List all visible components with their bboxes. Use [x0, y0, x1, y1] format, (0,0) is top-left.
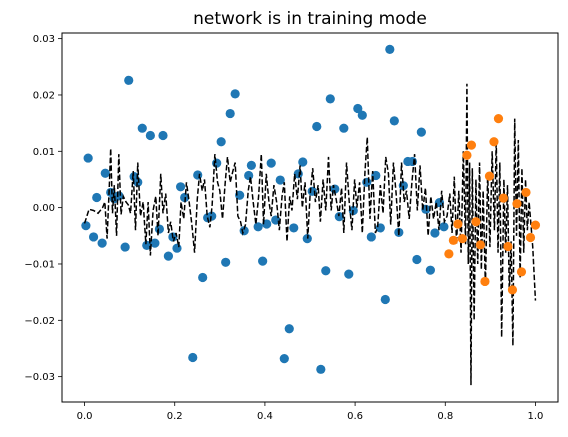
scatter-point-s0-5 — [100, 168, 110, 178]
scatter-point-s0-67 — [385, 44, 395, 54]
scatter-point-s0-45 — [284, 324, 294, 334]
y-tick-label-0: −0.03 — [24, 372, 55, 383]
scatter-point-s0-77 — [430, 228, 440, 238]
scatter-point-s1-4 — [462, 150, 472, 160]
scatter-point-s0-79 — [439, 222, 449, 232]
scatter-point-s0-56 — [334, 212, 344, 222]
scatter-point-s1-2 — [453, 219, 463, 229]
x-axis: 0.0 0.2 0.4 0.6 0.8 1.0 — [77, 402, 544, 422]
y-tick-label-5: 0.02 — [33, 90, 55, 101]
scatter-point-s1-19 — [530, 220, 541, 230]
scatter-point-s0-4 — [97, 238, 107, 248]
scatter-point-s1-10 — [489, 137, 499, 147]
scatter-point-s0-18 — [158, 130, 168, 141]
scatter-point-s0-16 — [150, 238, 160, 248]
scatter-point-s0-58 — [344, 269, 354, 279]
scatter-point-s1-9 — [484, 171, 495, 181]
scatter-point-s0-44 — [279, 354, 289, 364]
scatter-point-s0-62 — [362, 177, 372, 187]
scatter-point-s0-17 — [154, 224, 164, 234]
scatter-point-s0-66 — [380, 294, 390, 305]
scatter-point-s0-76 — [425, 265, 435, 275]
scatter-point-s0-1 — [83, 153, 93, 163]
scatter-point-s0-74 — [416, 127, 426, 137]
scatter-point-s0-63 — [366, 232, 376, 242]
scatter-point-s0-48 — [298, 157, 308, 167]
scatter-point-s0-26 — [198, 272, 208, 283]
scatter-point-s0-53 — [321, 266, 331, 276]
scatter-point-s1-7 — [475, 240, 486, 250]
scatter-point-s0-41 — [266, 158, 276, 168]
x-tick-label-4: 0.8 — [437, 411, 453, 422]
y-tick-label-3: 0.00 — [33, 203, 55, 214]
scatter-point-s1-12 — [498, 193, 509, 203]
scatter-point-s0-21 — [172, 243, 182, 253]
scatter-point-s0-39 — [258, 256, 268, 266]
scatter-point-s0-13 — [137, 123, 147, 133]
scatter-point-s1-18 — [525, 232, 536, 243]
scatter-point-s0-10 — [124, 75, 134, 85]
scatter-point-s1-0 — [444, 249, 454, 259]
scatter-point-s1-14 — [507, 285, 518, 295]
x-tick-label-0: 0.0 — [77, 411, 93, 422]
scatter-point-s1-17 — [521, 187, 531, 198]
y-axis: −0.03 −0.02 −0.01 0.00 0.01 0.02 0.03 — [24, 34, 62, 383]
scatter-point-s1-1 — [448, 235, 458, 245]
scatter-point-s0-37 — [246, 160, 256, 170]
scatter-point-s0-31 — [221, 257, 231, 267]
scatter-point-s0-30 — [216, 137, 226, 147]
scatter-point-s0-24 — [188, 352, 198, 363]
scatter-point-s1-11 — [493, 114, 504, 124]
y-tick-label-1: −0.02 — [24, 316, 55, 327]
y-tick-label-6: 0.03 — [33, 34, 55, 45]
scatter-point-s0-25 — [193, 170, 203, 180]
scatter-point-s1-16 — [516, 267, 527, 277]
scatter-point-s1-13 — [503, 241, 513, 252]
scatter-point-s0-36 — [244, 170, 254, 181]
scatter-point-s1-8 — [480, 276, 490, 287]
scatter-point-s0-8 — [114, 191, 124, 201]
scatter-point-s0-61 — [357, 110, 367, 120]
x-tick-label-5: 1.0 — [528, 411, 544, 422]
scatter-point-s0-73 — [412, 254, 422, 265]
scatter-point-s1-15 — [512, 199, 522, 209]
scatter-point-s1-6 — [471, 217, 481, 227]
scatter-point-s0-51 — [312, 121, 322, 132]
scatter-point-s0-2 — [88, 232, 99, 242]
axes-frame — [61, 32, 559, 403]
scatter-point-s0-14 — [142, 240, 152, 250]
scatter-point-s0-19 — [163, 251, 174, 261]
scatter-point-s0-3 — [92, 192, 102, 203]
scatter-point-s1-3 — [457, 234, 468, 244]
chart-title: network is in training mode — [193, 9, 427, 29]
scatter-point-s0-35 — [239, 226, 249, 236]
scatter-point-s0-52 — [316, 364, 326, 374]
scatter-point-s0-15 — [145, 130, 155, 141]
scatter-point-s0-9 — [120, 242, 130, 252]
scatter-point-s0-57 — [339, 123, 349, 133]
scatter-point-s0-60 — [353, 103, 363, 114]
scatter-point-s0-32 — [225, 108, 235, 119]
scatter-point-s0-43 — [275, 175, 285, 185]
scatter-point-s0-54 — [325, 94, 335, 104]
scatter-point-s0-38 — [253, 222, 263, 232]
x-tick-label-3: 0.6 — [347, 411, 363, 422]
scatter-point-s0-22 — [175, 182, 186, 192]
y-tick-label-2: −0.01 — [24, 259, 55, 270]
x-tick-label-2: 0.4 — [257, 411, 273, 422]
series-line-prediction — [83, 83, 537, 386]
y-tick-label-4: 0.01 — [33, 147, 55, 158]
scatter-point-s0-33 — [230, 89, 240, 99]
scatter-point-s0-68 — [389, 116, 399, 126]
scatter-point-s1-5 — [466, 140, 477, 150]
plot-area — [81, 44, 541, 386]
scatter-point-s0-28 — [207, 211, 217, 221]
x-tick-label-1: 0.2 — [167, 411, 183, 422]
scatter-point-s0-46 — [289, 223, 299, 233]
scatter-point-s0-0 — [81, 221, 91, 231]
